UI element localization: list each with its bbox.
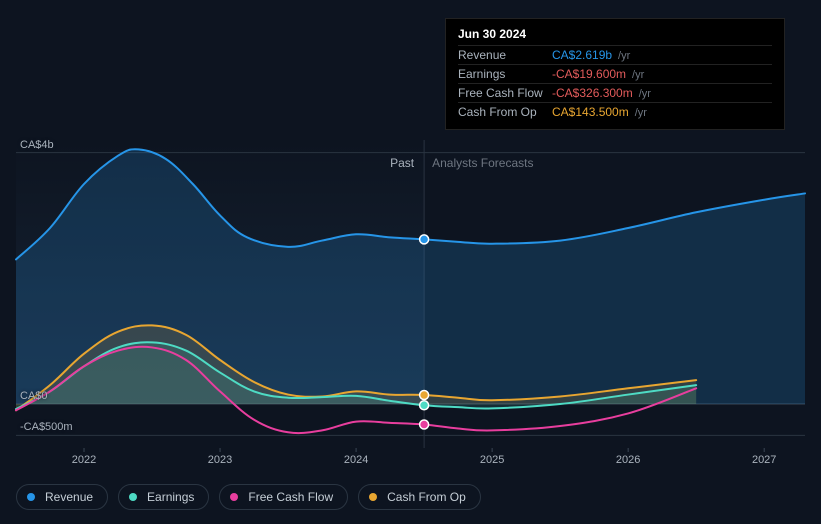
tooltip-row-value: -CA$19.600m <box>552 67 626 81</box>
chart-legend: Revenue Earnings Free Cash Flow Cash From O… <box>16 484 481 510</box>
legend-label: Earnings <box>147 490 194 504</box>
legend-swatch <box>27 493 35 501</box>
tooltip-row-value: -CA$326.300m <box>552 86 633 100</box>
x-tick-label: 2023 <box>208 454 232 466</box>
x-tick-label: 2026 <box>616 454 640 466</box>
tooltip-row: Cash From Op CA$143.500m/yr <box>458 102 772 121</box>
tooltip-row-label: Free Cash Flow <box>458 86 546 100</box>
y-tick-label: CA$4b <box>20 139 54 151</box>
tooltip-row-label: Earnings <box>458 67 546 81</box>
forecast-section-label: Analysts Forecasts <box>432 156 533 170</box>
tooltip-row-unit: /yr <box>632 69 644 81</box>
data-tooltip: Jun 30 2024 Revenue CA$2.619b/yr Earnings-… <box>445 18 785 130</box>
legend-item-revenue[interactable]: Revenue <box>16 484 108 510</box>
tooltip-row: Revenue CA$2.619b/yr <box>458 45 772 64</box>
x-tick-label: 2024 <box>344 454 368 466</box>
tooltip-row-label: Cash From Op <box>458 105 546 119</box>
tooltip-date: Jun 30 2024 <box>458 27 772 45</box>
x-tick-label: 2022 <box>72 454 96 466</box>
x-tick-label: 2025 <box>480 454 504 466</box>
legend-swatch <box>230 493 238 501</box>
tooltip-row-unit: /yr <box>618 50 630 62</box>
legend-swatch <box>129 493 137 501</box>
tooltip-row: Earnings -CA$19.600m/yr <box>458 64 772 83</box>
legend-label: Free Cash Flow <box>248 490 333 504</box>
legend-label: Cash From Op <box>387 490 466 504</box>
tooltip-row-unit: /yr <box>635 107 647 119</box>
tooltip-row-value: CA$143.500m <box>552 105 629 119</box>
past-section-label: Past <box>390 156 414 170</box>
legend-item-free-cash-flow[interactable]: Free Cash Flow <box>219 484 348 510</box>
legend-label: Revenue <box>45 490 93 504</box>
legend-swatch <box>369 493 377 501</box>
tooltip-row-value: CA$2.619b <box>552 48 612 62</box>
tooltip-row-unit: /yr <box>639 88 651 100</box>
legend-item-cash-from-op[interactable]: Cash From Op <box>358 484 481 510</box>
y-tick-label: CA$0 <box>20 390 48 402</box>
legend-item-earnings[interactable]: Earnings <box>118 484 209 510</box>
tooltip-row: Free Cash Flow -CA$326.300m/yr <box>458 83 772 102</box>
y-tick-label: -CA$500m <box>20 421 73 433</box>
x-tick-label: 2027 <box>752 454 776 466</box>
tooltip-row-label: Revenue <box>458 48 546 62</box>
